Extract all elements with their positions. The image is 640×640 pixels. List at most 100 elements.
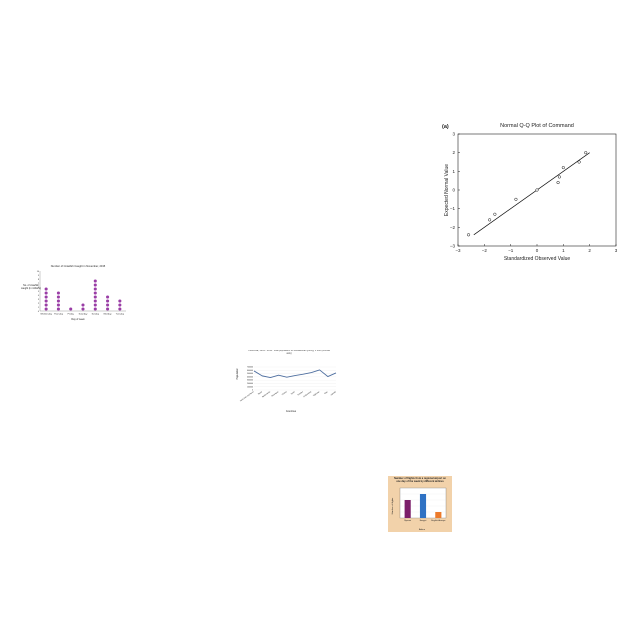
line-y-tick-label: 200000 [247,383,253,385]
dot-marker [44,291,48,295]
qq-x-tick-label: −3 [455,248,461,253]
bar-xlabel: Airline [419,528,426,531]
dot-marker [69,307,73,311]
line-xlabel: Countries [286,410,297,413]
qq-ylabel: Expected Normal Value [444,164,450,216]
line-x-tick-label: Poland [282,391,288,396]
dot-marker [56,307,60,311]
qq-data-point [584,151,588,155]
dot-xlabel: Day of week [71,318,85,321]
bar [419,494,427,518]
qq-y-tick-label: −2 [450,225,456,230]
line-x-tick-label: Sweden [297,391,303,396]
line-y-tick-label: 100000 [247,386,253,388]
dot-ylabel: No. of crawfish caught (in millions) [21,284,41,290]
bar-x-tick-label: Ryanair [404,520,411,522]
qq-y-tick-label: 3 [452,132,455,137]
qq-data-point [556,180,560,185]
dot-marker [81,307,85,311]
qq-data-point [466,233,471,237]
qq-data-point [535,188,539,192]
dot-plot-chart: Number of Crawfish Caught in November, 2… [21,264,126,321]
qq-plot-chart: (a) Normal Q-Q Plot of Command Standardi… [442,123,618,262]
qq-y-tick-label: −1 [450,206,456,211]
qq-title: Normal Q-Q Plot of Command [500,123,574,129]
dot-y-tick-label: 1 [38,307,40,309]
qq-data-point [561,166,565,170]
dot-plot-panel: Number of Crawfish Caught in November, 2… [21,262,130,324]
dot-y-tick-label: 5 [38,291,40,293]
dot-y-tick-label: 8 [38,279,40,281]
line-y-tick-label: 700000 [247,367,253,369]
qq-y-tick-label: −3 [450,244,456,249]
qq-plot-panel: (a) Normal Q-Q Plot of Command Standardi… [436,118,632,270]
line-x-tick-label: Switzerland [303,390,312,398]
dot-marker [44,307,48,311]
line-x-tick-label: Uganda [330,391,336,396]
qq-data-point [493,212,497,216]
bar-x-tick-label: English Airways [431,519,445,522]
qq-xlabel: Standardized Observed Value [504,256,571,262]
line-x-tick-label: Saint Kitts and Nevis [239,390,254,402]
qq-y-tick-label: 0 [452,188,455,193]
dot-x-tick-label: Tuesday [116,314,125,316]
dot-marker [93,291,97,295]
dot-marker [118,307,122,311]
line-y-tick-label: 400000 [247,376,253,378]
qq-data-point [577,160,581,164]
dot-marker [56,299,60,303]
line-x-tick-label: Tajikistan [312,390,320,397]
dot-x-tick-label: Friday [68,313,75,316]
qq-x-tick-label: 0 [536,248,539,253]
dot-marker [81,303,85,307]
dot-marker [106,307,110,311]
line-x-tick-label: Togo [324,391,328,395]
bar-title: Number of flights from a regional airpor… [394,477,446,483]
qq-x-tick-label: 3 [615,248,618,253]
dot-marker [106,303,110,307]
dot-marker [93,303,97,307]
bar [404,500,411,518]
line-x-tick-label: Spain [291,391,296,395]
dot-y-tick-label: 0 [38,311,40,313]
dot-y-tick-label: 2 [38,303,40,305]
bar-chart-panel: Number of flights from a regional airpor… [388,476,452,532]
dot-y-tick-label: 9 [38,275,40,277]
dot-marker [44,303,48,307]
dot-marker [93,287,97,291]
dot-x-tick-label: Sunday [92,314,100,316]
dot-marker [118,299,122,303]
bar-ylabel: Number of flights [391,497,394,514]
qq-y-tick-label: 2 [452,150,455,155]
qq-reference-line [473,152,590,236]
line-y-tick-label: 600000 [247,370,253,372]
dot-y-tick-label: 3 [38,299,40,301]
qq-panel-label: (a) [442,124,449,130]
line-title-box: Colombia, 1961 - 2011: Total population … [248,350,330,355]
dot-marker [106,295,110,299]
bar-title-box: Number of flights from a regional airpor… [394,477,446,483]
line-x-tick-label: Netherlands [261,390,271,398]
dot-marker [93,299,97,303]
qq-x-tick-label: 1 [562,248,565,253]
dot-marker [44,287,48,291]
bar-chart: Number of flights from a regional airpor… [391,477,447,531]
qq-x-tick-label: −1 [508,248,514,253]
dot-ylabel-box: No. of crawfish caught (in millions) [21,284,41,290]
dot-y-tick-label: 6 [38,287,40,289]
line-x-tick-label: Nicaragua [271,391,279,397]
line-x-tick-label: Nepal [258,391,263,396]
bar [435,512,442,518]
line-chart: Colombia, 1961 - 2011: Total population … [236,350,337,413]
dot-x-tick-label: Wednesday [40,314,52,316]
dot-y-tick-label: 7 [38,283,40,285]
line-series [253,369,337,378]
dot-marker [56,295,60,299]
dot-marker [93,307,97,311]
dot-marker [106,299,110,303]
bar-x-tick-label: Easyjet [420,519,427,522]
dot-y-tick-label: 4 [38,295,40,297]
dot-y-tick-label: 10 [37,271,40,273]
qq-data-point [557,175,561,179]
line-y-tick-label: 300000 [247,380,253,382]
